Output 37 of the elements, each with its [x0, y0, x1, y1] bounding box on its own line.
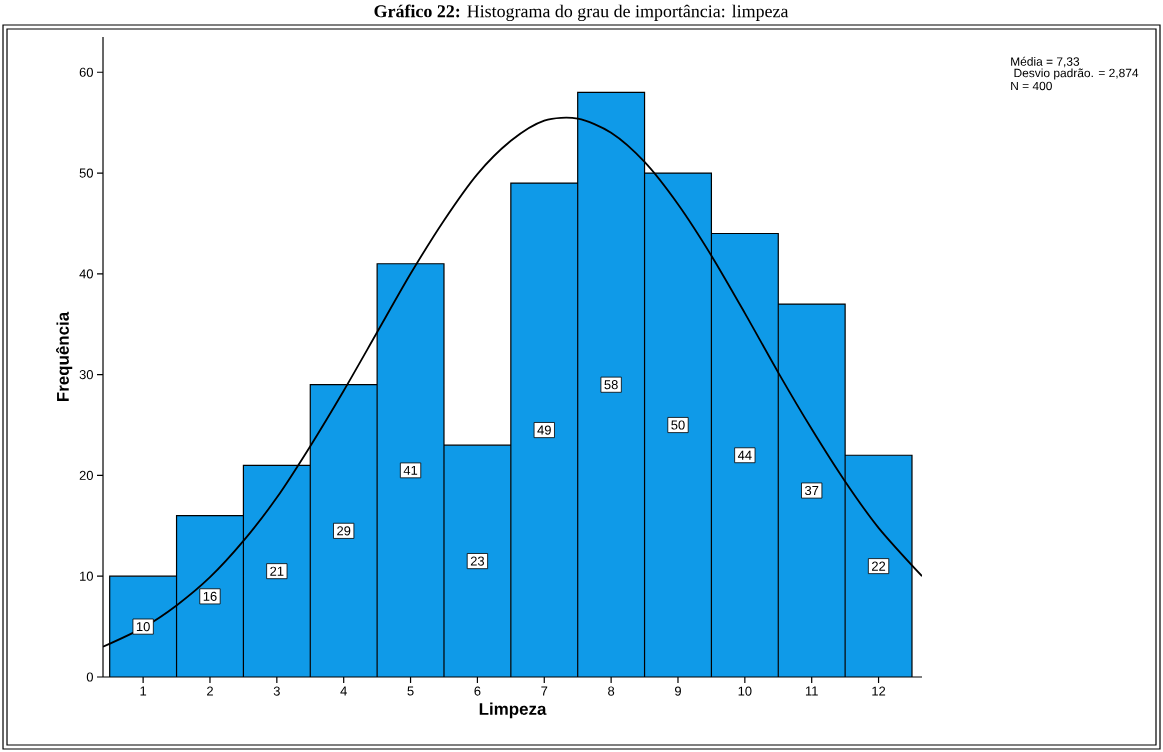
chart-title: Gráfico 22: Histograma do grau de importância: limpeza — [374, 4, 789, 22]
data-label: 50 — [671, 420, 685, 430]
y-tick-label: 20 — [79, 470, 93, 480]
data-label: 58 — [604, 380, 618, 390]
text: Média = 7,33 — [1011, 56, 1080, 68]
data-label: 23 — [470, 556, 485, 566]
x-tick-label: 12 — [872, 686, 886, 696]
y-tick-label: 0 — [86, 672, 93, 682]
x-tick-label: 9 — [674, 686, 681, 696]
data-label: 41 — [403, 465, 418, 475]
y-tick-label: 50 — [79, 168, 93, 178]
data-label: 37 — [805, 485, 819, 496]
x-tick-label: 5 — [407, 686, 414, 696]
data-label: 22 — [872, 561, 886, 571]
x-tick-label: 2 — [207, 686, 213, 696]
x-tick-label: 7 — [541, 686, 548, 696]
x-tick-label: 11 — [805, 686, 818, 696]
data-label: 10 — [136, 622, 150, 632]
x-tick-label: 6 — [474, 686, 481, 696]
text: N = 400 — [1011, 81, 1052, 91]
y-tick-label: 60 — [79, 67, 93, 77]
x-tick-label: 8 — [608, 686, 615, 696]
y-axis-title: Frequência — [56, 311, 73, 402]
y-tick-label: 10 — [80, 571, 93, 581]
data-label: 49 — [537, 425, 551, 435]
data-label: 16 — [203, 591, 217, 601]
x-tick-label: 10 — [738, 686, 752, 696]
y-tick-label: 40 — [79, 269, 93, 279]
y-tick-label: 30 — [79, 370, 93, 380]
x-tick-label: 4 — [340, 686, 347, 696]
data-label: 29 — [337, 526, 351, 536]
text: Desvio padrão. = 2,874 — [1014, 68, 1139, 80]
x-tick-label: 1 — [140, 686, 147, 696]
x-tick-label: 3 — [273, 686, 280, 696]
x-axis-title: Limpeza — [479, 702, 547, 719]
data-label: 44 — [737, 450, 752, 460]
data-label: 21 — [270, 566, 284, 576]
